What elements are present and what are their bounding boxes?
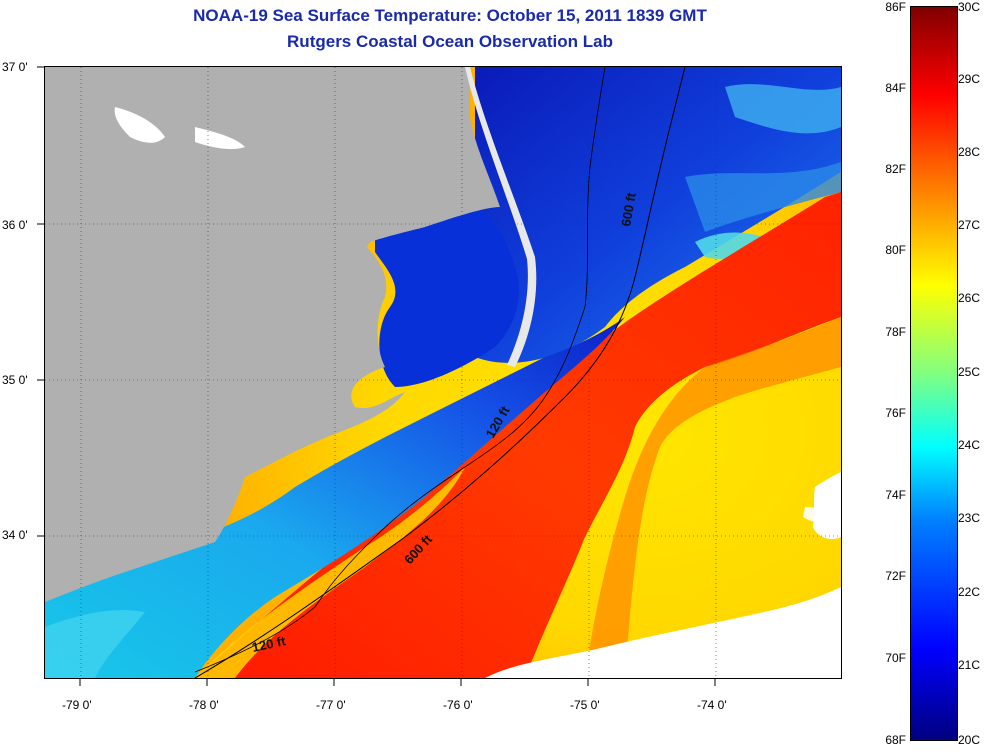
colorbar-c-label-29: 29C: [958, 72, 981, 86]
pamlico-sound: [375, 207, 519, 387]
grid-lines: [45, 67, 841, 678]
lat-label-35: 35 0': [2, 373, 28, 387]
colorbar-c-label-22: 22C: [958, 585, 981, 599]
contour-120ft: [194, 67, 606, 673]
colorbar-c-label-23: 23C: [958, 511, 981, 525]
contour-label-600ft-north: 600 ft: [618, 191, 639, 228]
lon-label-75: -75 0': [570, 698, 600, 712]
sst-map: 600 ft 120 ft 600 ft 120 ft: [44, 66, 842, 679]
lon-label-79: -79 0': [62, 698, 92, 712]
colorbar-f-label-82: 82F: [885, 162, 906, 176]
colorbar-c-label-30: 30C: [958, 0, 981, 14]
colorbar-c-label-20: 20C: [958, 733, 981, 747]
colorbar-f-label-86: 86F: [885, 0, 906, 14]
colorbar: [910, 6, 958, 741]
colorbar-svg: [911, 7, 957, 740]
lon-label-78: -78 0': [189, 698, 219, 712]
colorbar-f-label-68: 68F: [885, 733, 906, 747]
colorbar-f-label-80: 80F: [885, 243, 906, 257]
sst-map-svg: 600 ft 120 ft 600 ft 120 ft: [45, 67, 841, 678]
map-title: NOAA-19 Sea Surface Temperature: October…: [193, 6, 707, 25]
colorbar-f-label-78: 78F: [885, 325, 906, 339]
colorbar-c-label-27: 27C: [958, 218, 981, 232]
colorbar-c-label-25: 25C: [958, 365, 981, 379]
colorbar-f-label-84: 84F: [885, 81, 906, 95]
colorbar-f-label-74: 74F: [885, 488, 906, 502]
land-mass: [45, 67, 500, 602]
colorbar-f-label-76: 76F: [885, 406, 906, 420]
lat-label-36: 36 0': [2, 218, 28, 232]
colorbar-c-label-26: 26C: [958, 291, 981, 305]
colorbar-f-label-70: 70F: [885, 651, 906, 665]
colorbar-c-label-24: 24C: [958, 438, 981, 452]
lat-label-34: 34 0': [2, 528, 28, 542]
lon-label-77: -77 0': [316, 698, 346, 712]
colorbar-c-label-21: 21C: [958, 658, 981, 672]
map-subtitle: Rutgers Coastal Ocean Observation Lab: [287, 32, 613, 51]
contour-label-120ft-south: 120 ft: [251, 633, 288, 655]
shelf-water: [45, 317, 625, 678]
cool-water-north: [465, 67, 841, 363]
no-data-region-south: [485, 587, 841, 678]
colorbar-c-label-28: 28C: [958, 145, 981, 159]
lon-label-74: -74 0': [697, 698, 727, 712]
lat-label-37: 37 0': [2, 60, 28, 74]
lon-label-76: -76 0': [443, 698, 473, 712]
colorbar-f-label-72: 72F: [885, 569, 906, 583]
